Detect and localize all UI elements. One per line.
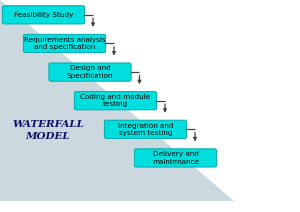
Text: Requirements analysis
and specification: Requirements analysis and specification (24, 37, 105, 50)
FancyBboxPatch shape (134, 149, 217, 167)
Text: Integration and
system testing: Integration and system testing (118, 123, 173, 136)
Text: WATERFALL
MODEL: WATERFALL MODEL (12, 120, 84, 141)
FancyBboxPatch shape (49, 63, 131, 81)
Text: Coding and module
testing: Coding and module testing (80, 94, 151, 107)
Polygon shape (0, 0, 234, 201)
FancyBboxPatch shape (104, 120, 187, 138)
FancyBboxPatch shape (74, 92, 157, 110)
FancyBboxPatch shape (23, 34, 106, 53)
FancyBboxPatch shape (2, 6, 85, 24)
Text: Feasibility Study: Feasibility Study (14, 12, 73, 18)
Text: Design and
Specification: Design and Specification (67, 65, 113, 79)
Text: Delivery and
maintenance: Delivery and maintenance (152, 151, 199, 165)
